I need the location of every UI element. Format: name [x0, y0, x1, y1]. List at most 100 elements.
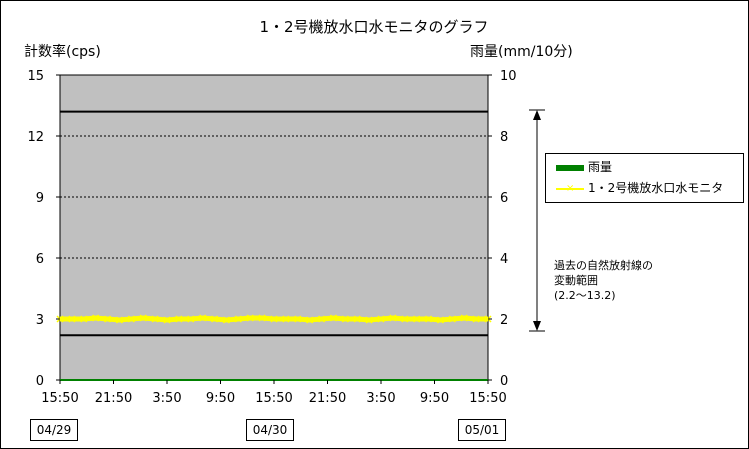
legend-label: 1・2号機放水口水モニタ	[588, 181, 724, 195]
data-point	[472, 315, 480, 323]
point-marker	[199, 314, 207, 322]
point-marker	[163, 316, 171, 324]
data-point	[401, 315, 409, 323]
data-point	[436, 316, 444, 324]
y-tick-label-right: 2	[500, 313, 508, 328]
point-marker	[306, 316, 314, 324]
legend: 雨量 × 1・2号機放水口水モニタ	[545, 153, 744, 203]
data-point	[425, 315, 433, 323]
point-marker	[127, 315, 135, 323]
y-tick-label-left: 9	[36, 191, 44, 206]
point-marker	[80, 315, 88, 323]
y-tick-label-right: 4	[500, 252, 508, 267]
data-point	[270, 315, 278, 323]
data-point	[127, 315, 135, 323]
point-marker	[211, 315, 219, 323]
date-label: 05/01	[458, 419, 506, 441]
plot-area	[59, 74, 489, 381]
data-point	[341, 315, 349, 323]
point-marker	[115, 316, 123, 324]
y-tick-label-left: 15	[27, 69, 44, 84]
data-point	[329, 314, 337, 322]
data-point	[92, 314, 100, 322]
data-point	[353, 315, 361, 323]
y-tick-label-right: 10	[500, 69, 517, 84]
point-marker	[448, 315, 456, 323]
y-axis-left-label: 計数率(cps)	[24, 43, 101, 60]
point-marker	[92, 314, 100, 322]
point-marker	[246, 314, 254, 322]
data-point	[377, 315, 385, 323]
point-marker	[329, 314, 337, 322]
y-tick-label-left: 12	[27, 130, 44, 145]
data-point	[151, 315, 159, 323]
point-marker	[294, 315, 302, 323]
point-marker	[377, 315, 385, 323]
x-tick-label: 3:50	[152, 391, 181, 406]
x-tick-label: 3:50	[366, 391, 395, 406]
x-tick-label: 21:50	[309, 391, 346, 406]
y-tick-label-left: 0	[36, 374, 44, 389]
data-point	[211, 315, 219, 323]
point-marker	[151, 315, 159, 323]
data-point	[318, 315, 326, 323]
range-note-line: (2.2～13.2)	[554, 289, 616, 302]
x-tick-label: 21:50	[95, 391, 132, 406]
point-marker	[389, 314, 397, 322]
range-note-line: 変動範囲	[554, 274, 598, 287]
y-tick-label-right: 6	[500, 191, 508, 206]
point-marker	[234, 315, 242, 323]
legend-swatch-monitor: ×	[556, 182, 584, 196]
point-marker	[413, 315, 421, 323]
point-marker	[68, 315, 76, 323]
range-note: 過去の自然放射線の 変動範囲 (2.2～13.2)	[554, 258, 653, 303]
point-marker	[436, 316, 444, 324]
chart-title: 1・2号機放水口水モニタのグラフ	[259, 18, 488, 36]
date-label: 04/29	[30, 419, 78, 441]
point-marker	[460, 314, 468, 322]
data-point	[187, 315, 195, 323]
data-point	[139, 314, 147, 322]
data-point	[460, 314, 468, 322]
y-tick-label-right: 0	[500, 374, 508, 389]
data-point	[104, 315, 112, 323]
data-point	[80, 315, 88, 323]
legend-label: 雨量	[588, 160, 613, 174]
data-point	[68, 315, 76, 323]
x-tick-label: 15:50	[255, 391, 292, 406]
date-label: 04/30	[246, 419, 294, 441]
point-marker	[187, 315, 195, 323]
point-marker	[353, 315, 361, 323]
y-tick-label-right: 8	[500, 130, 508, 145]
point-marker	[270, 315, 278, 323]
x-tick-label: 9:50	[206, 391, 235, 406]
point-marker	[365, 316, 373, 324]
x-tick-label: 15:50	[469, 391, 506, 406]
x-tick-label: 9:50	[420, 391, 449, 406]
range-arrow	[529, 109, 545, 332]
point-marker	[341, 315, 349, 323]
data-point	[234, 315, 242, 323]
data-point	[413, 315, 421, 323]
point-marker	[139, 314, 147, 322]
data-point	[389, 314, 397, 322]
data-point	[246, 314, 254, 322]
point-marker	[425, 315, 433, 323]
data-point	[222, 316, 230, 324]
data-point	[282, 315, 290, 323]
data-point	[175, 315, 183, 323]
data-point	[115, 316, 123, 324]
data-point	[448, 315, 456, 323]
data-point	[365, 316, 373, 324]
data-point	[163, 316, 171, 324]
y-tick-label-left: 6	[36, 252, 44, 267]
point-marker	[222, 316, 230, 324]
legend-swatch-rain	[556, 161, 584, 175]
y-tick-label-left: 3	[36, 313, 44, 328]
point-marker	[282, 315, 290, 323]
point-marker	[401, 315, 409, 323]
legend-item: × 1・2号機放水口水モニタ	[556, 179, 723, 197]
data-point	[199, 314, 207, 322]
point-marker	[175, 315, 183, 323]
